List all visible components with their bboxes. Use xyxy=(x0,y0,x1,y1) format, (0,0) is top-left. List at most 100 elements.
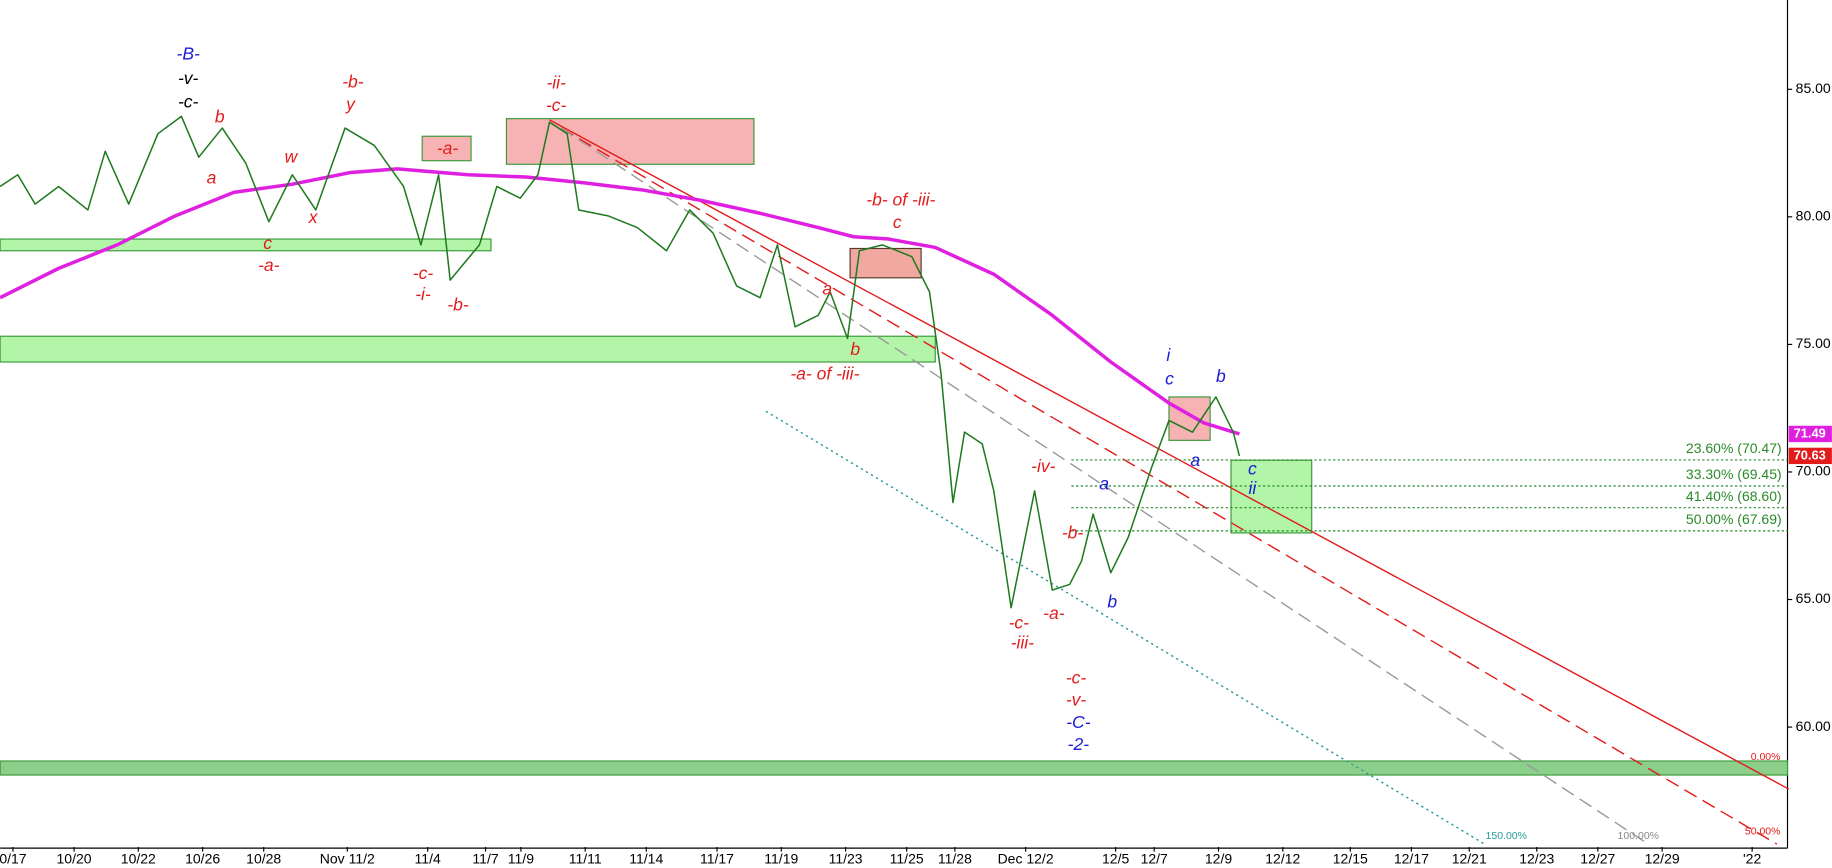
x-tick-label: 12/21 xyxy=(1452,851,1487,867)
wave-label: c xyxy=(893,212,902,232)
wave-label: -b- xyxy=(447,295,469,315)
wave-label: -b- of -iii- xyxy=(866,190,935,210)
wave-label: -B- xyxy=(177,44,201,64)
wave-label: b xyxy=(1216,366,1226,386)
x-tick-label: 11/25 xyxy=(890,851,924,867)
wave-label: -a- xyxy=(1043,603,1065,623)
x-tick-label: 11/19 xyxy=(764,851,798,867)
wave-label: -iv- xyxy=(1031,456,1055,476)
x-tick-label: 11/9 xyxy=(508,851,534,867)
wave-label: a xyxy=(207,167,217,187)
x-tick-label: 11/14 xyxy=(629,851,663,867)
y-tick-label: 75.00 xyxy=(1796,335,1831,351)
x-tick-label: 11/28 xyxy=(938,851,972,867)
y-tick-label: 65.00 xyxy=(1796,590,1831,606)
x-tick-label: 12/12 xyxy=(1265,851,1300,867)
wave-label: c xyxy=(1248,458,1257,478)
x-tick-label: 12/29 xyxy=(1645,851,1680,867)
wave-label: ii xyxy=(1249,478,1258,498)
fib-label: 23.60% (70.47) xyxy=(1686,440,1782,456)
x-tick-label: 10/22 xyxy=(121,851,156,867)
y-tick-label: 85.00 xyxy=(1796,80,1831,96)
trend-line xyxy=(549,119,1790,790)
channel-label: 150.00% xyxy=(1486,830,1527,842)
x-tick-label: Nov 11/2 xyxy=(320,851,375,867)
zone xyxy=(849,247,922,279)
x-tick-label: 12/7 xyxy=(1141,851,1168,867)
price-tag-label: 71.49 xyxy=(1794,425,1826,440)
wave-label: -b- xyxy=(1062,523,1084,543)
zone xyxy=(0,760,1789,776)
wave-label: w xyxy=(285,146,299,166)
wave-label: -v- xyxy=(178,68,199,88)
wave-label: i xyxy=(1166,345,1171,365)
fib-label: 33.30% (69.45) xyxy=(1686,466,1782,482)
wave-label: -c- xyxy=(1066,667,1087,687)
price-tag xyxy=(1788,425,1832,443)
x-tick-label: 12/15 xyxy=(1333,851,1368,867)
moving-average xyxy=(0,167,1240,436)
wave-label: -C- xyxy=(1066,712,1090,732)
wave-label: -c- xyxy=(413,263,434,283)
zone xyxy=(0,238,492,252)
y-tick-label: 70.00 xyxy=(1796,463,1831,479)
zone xyxy=(421,135,472,162)
wave-label: -a- of -iii- xyxy=(790,364,859,384)
y-tick-label: 80.00 xyxy=(1796,208,1831,224)
x-tick-label: '22 xyxy=(1743,851,1761,867)
x-tick-label: 10/20 xyxy=(57,851,92,867)
wave-label: -a- xyxy=(437,138,459,158)
wave-label: b xyxy=(850,339,860,359)
wave-label: a xyxy=(1099,473,1109,493)
fib-label: 50.00% (67.69) xyxy=(1686,511,1782,527)
trend-line xyxy=(560,127,1649,845)
price-tag-label: 70.63 xyxy=(1794,447,1826,462)
zone xyxy=(505,118,755,165)
wave-label: b xyxy=(1107,591,1117,611)
zone xyxy=(0,335,936,363)
wave-label: -a- xyxy=(258,255,280,275)
y-tick-label: 60.00 xyxy=(1796,718,1831,734)
wave-label: x xyxy=(308,207,319,227)
wave-label: c xyxy=(263,233,272,253)
wave-label: -c- xyxy=(178,91,199,111)
wave-label: y xyxy=(345,94,356,114)
x-tick-label: 11/23 xyxy=(829,851,863,867)
wave-label: a xyxy=(1190,450,1200,470)
x-tick-label: Dec 12/2 xyxy=(998,851,1054,867)
fib-label: 41.40% (68.60) xyxy=(1686,488,1782,504)
channel-label: 100.00% xyxy=(1618,830,1659,842)
wave-label: -2- xyxy=(1068,734,1090,754)
wave-label: -ii- xyxy=(546,73,566,93)
x-tick-label: 12/17 xyxy=(1394,851,1429,867)
x-tick-label: 12/5 xyxy=(1102,851,1129,867)
x-tick-label: 12/9 xyxy=(1205,851,1232,867)
wave-label: c xyxy=(1165,368,1174,388)
wave-label: -iii- xyxy=(1011,632,1035,652)
wave-label: a xyxy=(822,278,832,298)
wave-label: -i- xyxy=(415,284,431,304)
price-tag xyxy=(1788,447,1832,465)
wave-label: -b- xyxy=(342,72,364,92)
price-line xyxy=(0,115,1241,609)
x-tick-label: 0/17 xyxy=(0,851,27,867)
x-tick-label: 12/23 xyxy=(1519,851,1554,867)
zone xyxy=(1230,459,1313,534)
zone xyxy=(1168,396,1211,441)
x-tick-label: 11/4 xyxy=(415,851,441,867)
wave-label: b xyxy=(215,107,225,127)
x-tick-label: 10/28 xyxy=(246,851,281,867)
wave-label: -v- xyxy=(1066,690,1087,710)
x-tick-label: 10/26 xyxy=(185,851,220,867)
x-tick-label: 12/27 xyxy=(1580,851,1615,867)
x-tick-label: 11/11 xyxy=(569,851,602,867)
x-tick-label: 11/17 xyxy=(700,851,734,867)
channel-label: 50.00% xyxy=(1745,826,1781,838)
channel-label: 0.00% xyxy=(1751,751,1781,763)
trend-line xyxy=(560,127,1778,845)
wave-label: -c- xyxy=(546,95,567,115)
wave-label: -c- xyxy=(1009,612,1030,632)
